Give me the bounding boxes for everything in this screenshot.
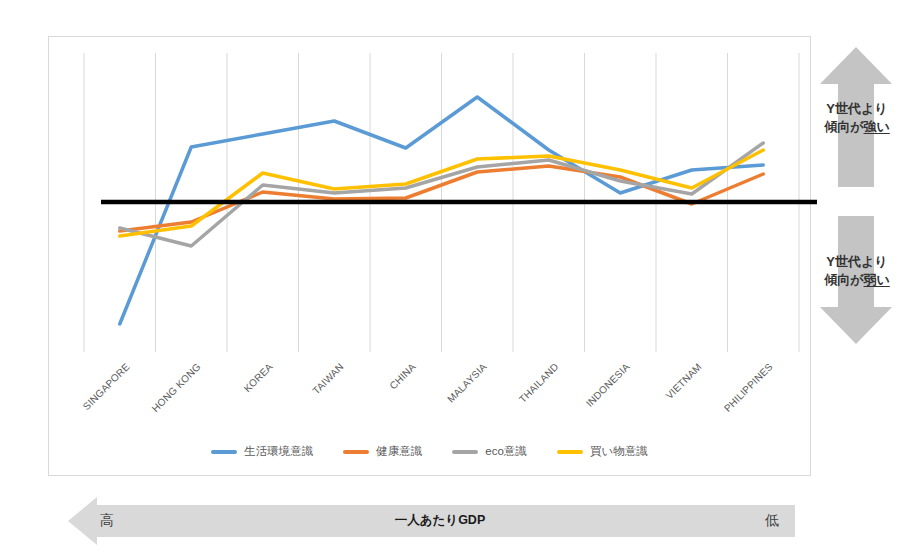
annotation-line2: 傾向が強い [817,118,897,136]
legend-label: 買い物意識 [590,444,648,459]
legend-item-eco: eco意識 [452,444,527,459]
legend-label: eco意識 [485,444,527,459]
gdp-high-label: 高 [100,512,114,530]
legend-line-swatch-gray [452,450,478,454]
legend-item-living-env: 生活環境意識 [211,444,313,459]
gdp-axis-title: 一人あたりGDP [380,512,500,529]
legend-label: 健康意識 [376,444,422,459]
annotation-weaker-than-gen-y: Y世代より 傾向が弱い [817,253,897,288]
annotation-line1: Y世代より [817,253,897,271]
annotation-line1: Y世代より [817,100,897,118]
gdp-low-label: 低 [765,512,779,530]
slide-canvas: SINGAPORE HONG KONG KOREA TAIWAN CHINA M… [0,0,920,552]
annotation-stronger-than-gen-y: Y世代より 傾向が強い [817,100,897,135]
legend-item-shopping: 買い物意識 [557,444,648,459]
legend-line-swatch-blue [211,450,237,454]
annotation-line2: 傾向が弱い [817,271,897,289]
legend-item-health: 健康意識 [343,444,422,459]
legend-label: 生活環境意識 [244,444,313,459]
legend-line-swatch-orange [343,450,369,454]
legend-line-swatch-yellow [557,450,583,454]
chart-legend: 生活環境意識 健康意識 eco意識 買い物意識 [48,444,811,459]
line-chart [0,0,920,552]
